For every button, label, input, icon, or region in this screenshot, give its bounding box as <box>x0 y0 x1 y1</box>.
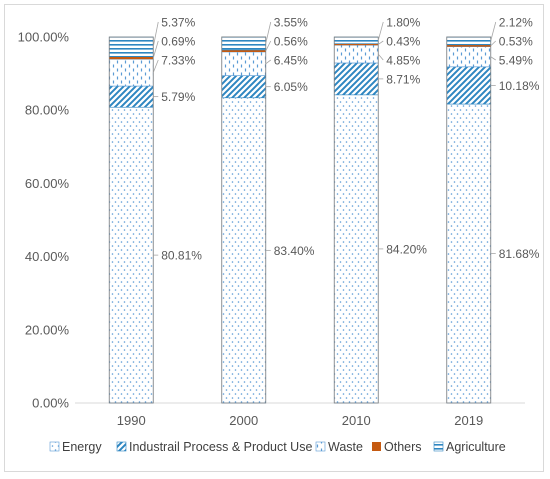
bar-segment-others <box>221 49 266 53</box>
data-label: 0.56% <box>274 35 308 49</box>
leader-line <box>378 40 384 45</box>
y-tick-label: 80.00% <box>25 103 70 118</box>
bar-segment-agriculture <box>108 36 154 57</box>
bar-segment-energy <box>221 97 267 404</box>
data-label: 0.69% <box>161 35 195 49</box>
data-label: 4.85% <box>386 54 420 68</box>
data-label: 1.80% <box>386 16 420 30</box>
bars-layer <box>108 36 492 404</box>
data-labels-layer: 80.81% 5.79% 7.33% 0.69% 5.37% 83.40% 6.05% 6.4… <box>152 16 540 263</box>
bar-outline <box>108 36 154 404</box>
bar-segment-agriculture <box>221 36 267 51</box>
data-label: 8.71% <box>386 72 420 86</box>
bar-segment-industrail-process-product-use <box>333 62 379 96</box>
legend-swatch <box>116 441 127 452</box>
bar-segment-agriculture <box>446 36 492 46</box>
bar-outline <box>446 36 492 404</box>
leader-line <box>490 56 496 61</box>
data-label: 3.55% <box>274 16 308 30</box>
leader-line <box>490 40 497 47</box>
data-label: 80.81% <box>161 249 202 263</box>
x-tick-label: 2019 <box>454 413 483 428</box>
bar-outline <box>333 36 379 404</box>
bar-segment-industrail-process-product-use <box>221 75 267 99</box>
legend-swatch <box>49 441 60 452</box>
legend-label: Energy <box>62 440 102 454</box>
bar-segment-waste <box>221 51 267 76</box>
y-tick-label: 20.00% <box>25 322 70 337</box>
y-tick-label: 60.00% <box>25 176 70 191</box>
data-label: 5.79% <box>161 90 195 104</box>
data-label: 7.33% <box>161 54 195 68</box>
leader-line <box>265 59 271 65</box>
y-tick-label: 40.00% <box>25 249 70 264</box>
bar-segment-others <box>446 44 491 47</box>
data-label: 81.68% <box>499 247 540 261</box>
bar-segment-energy <box>108 106 154 404</box>
leader-line <box>152 40 159 59</box>
leader-line <box>377 53 384 61</box>
bar-outline <box>221 36 267 404</box>
legend-label: Waste <box>328 440 363 454</box>
data-label: 83.40% <box>274 244 315 258</box>
leader-line <box>265 21 272 44</box>
leader-line <box>152 59 159 73</box>
bar-segment-energy <box>446 103 492 404</box>
bar-segment-waste <box>108 58 154 87</box>
data-label: 0.53% <box>499 35 533 49</box>
legend-swatch <box>315 441 326 452</box>
x-tick-label: 2010 <box>342 413 371 428</box>
leader-line <box>377 21 384 41</box>
data-label: 5.37% <box>161 16 195 30</box>
data-label: 0.43% <box>386 35 420 49</box>
data-label: 2.12% <box>499 16 533 30</box>
leader-line <box>490 21 497 41</box>
legend-label: Agriculture <box>446 440 506 454</box>
data-label: 5.49% <box>499 54 533 68</box>
data-label: 84.20% <box>386 242 427 256</box>
legend-swatch <box>372 442 381 451</box>
legend-label: Industrail Process & Product Use <box>129 440 312 454</box>
leader-line <box>265 40 272 52</box>
x-tick-label: 2000 <box>229 413 258 428</box>
y-tick-label: 100.00% <box>18 30 70 45</box>
legend-swatch <box>433 441 444 452</box>
y-tick-label: 0.00% <box>32 396 69 411</box>
bar-segment-agriculture <box>333 36 379 44</box>
data-label: 6.05% <box>274 80 308 94</box>
bar-segment-others <box>334 43 379 46</box>
leader-line <box>152 21 159 47</box>
legend: Energy Industrail Process & Product Use Wa… <box>49 440 506 454</box>
bar-segment-energy <box>333 94 379 404</box>
bar-segment-waste <box>446 46 492 68</box>
data-label: 10.18% <box>499 79 540 93</box>
legend-label: Others <box>384 440 422 454</box>
bar-segment-industrail-process-product-use <box>108 85 154 108</box>
x-tick-label: 1990 <box>117 413 146 428</box>
bar-segment-industrail-process-product-use <box>446 66 492 105</box>
bar-segment-waste <box>333 44 379 64</box>
data-label: 6.45% <box>274 54 308 68</box>
bar-segment-others <box>109 56 154 60</box>
